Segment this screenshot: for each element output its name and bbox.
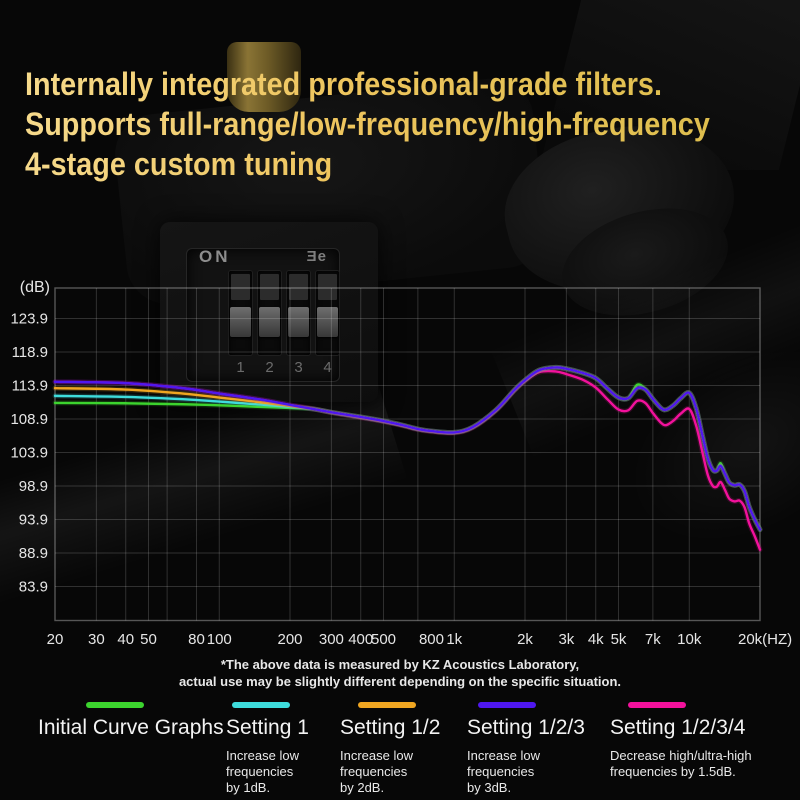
x-axis-tick-label: 80: [188, 631, 205, 648]
dip-switch-4: [316, 271, 339, 355]
x-axis-tick-label: 7k: [645, 631, 661, 648]
legend-label: Setting 1/2/3: [467, 716, 585, 739]
title-line-3: 4-stage custom tuning: [25, 144, 710, 184]
title-line-2: Supports full-range/low-frequency/high-f…: [25, 106, 710, 142]
dip-switch-1: [229, 271, 252, 355]
series-line-Setting 1/2/3/4: [53, 369, 762, 551]
legend-label: Setting 1: [226, 716, 309, 739]
page-title: Internally integrated professional-grade…: [25, 64, 786, 184]
dip-switch-number: 2: [265, 359, 274, 376]
brand-logo: Ǝe: [306, 248, 327, 265]
legend-color-bar: [358, 702, 416, 708]
dip-switch-number: 3: [294, 359, 303, 376]
dip-switch-housing: ON Ǝe 1 2 3 4: [160, 222, 378, 402]
x-axis-tick-label: 400: [348, 631, 373, 648]
legend-label: Setting 1/2: [340, 716, 441, 739]
ear-cushion-lobe: [549, 190, 741, 334]
x-axis-tick-label: 4k: [588, 631, 604, 648]
y-axis-unit-label: (dB): [20, 279, 50, 296]
legend-label: Initial Curve Graphs: [38, 716, 224, 739]
dip-switch-cap: [231, 274, 250, 300]
legend-item: Setting 1 Increase low frequencies by 1dB…: [226, 695, 309, 796]
y-axis-tick-label: 98.9: [19, 478, 48, 495]
legend-description: Increase low frequencies by 2dB.: [340, 748, 413, 795]
footnote-line-2: actual use may be slightly different dep…: [178, 674, 622, 689]
light-sweep: [489, 220, 800, 460]
x-axis-tick-label: 20: [47, 631, 64, 648]
y-axis-tick-label: 118.9: [12, 344, 48, 361]
legend-item: Initial Curve Graphs: [38, 695, 224, 740]
x-axis-tick-label: 100: [207, 631, 232, 648]
legend-color-bar: [232, 702, 290, 708]
dip-switch-cap: [260, 274, 279, 300]
x-axis-tick-label: 2k: [517, 631, 533, 648]
legend-description: Increase low frequencies by 3dB.: [467, 748, 540, 795]
dip-switch-handle: [317, 307, 338, 337]
dip-switch-cap: [289, 274, 308, 300]
y-axis-tick-label: 83.9: [19, 579, 48, 596]
y-axis-tick-label: 113.9: [12, 378, 48, 395]
legend-item: Setting 1/2/3/4 Decrease high/ultra-high …: [610, 695, 752, 780]
series-glow-Setting 1/2/3/4: [52, 368, 763, 553]
legend-color-bar: [478, 702, 536, 708]
title-line-1: Internally integrated professional-grade…: [25, 64, 710, 104]
light-sweep: [0, 365, 408, 615]
dip-on-label: ON: [199, 247, 231, 266]
dip-switch-handle: [259, 307, 280, 337]
dip-switch-cap: [318, 274, 337, 300]
x-axis-tick-label: 800: [419, 631, 444, 648]
y-axis-tick-label: 93.9: [19, 512, 48, 529]
light-sweep: [594, 306, 800, 584]
legend-color-bar: [86, 702, 144, 708]
x-axis-tick-label: 30: [88, 631, 105, 648]
legend-color-bar: [628, 702, 686, 708]
x-axis-tick-label: 300: [319, 631, 344, 648]
chart-footnote: *The above data is measured by KZ Acoust…: [0, 656, 800, 690]
legend-label: Setting 1/2/3/4: [610, 716, 746, 739]
legend-description: Decrease high/ultra-high frequencies by …: [610, 748, 752, 779]
legend-item: Setting 1/2/3 Increase low frequencies by…: [467, 695, 585, 796]
dip-switch-number: 1: [236, 359, 245, 376]
x-axis-tick-label: 1k: [446, 631, 462, 648]
y-axis-tick-label: 88.9: [19, 545, 48, 562]
x-axis-tick-label: 40: [117, 631, 134, 648]
dip-switch-number: 4: [323, 359, 332, 376]
legend-description: Increase low frequencies by 1dB.: [226, 748, 299, 795]
y-axis-tick-label: 103.9: [10, 445, 48, 462]
x-axis-tick-label: 10k: [677, 631, 702, 648]
y-axis-tick-label: 108.9: [10, 411, 48, 428]
footnote-line-1: *The above data is measured by KZ Acoust…: [220, 657, 580, 672]
x-axis-tick-label: 5k: [611, 631, 627, 648]
x-axis-tick-label: 200: [277, 631, 302, 648]
dip-switch-2: [258, 271, 281, 355]
x-axis-tick-label: 3k: [558, 631, 574, 648]
dip-switch-3: [287, 271, 310, 355]
x-axis-tick-label: 500: [371, 631, 396, 648]
x-axis-tick-label: 50: [140, 631, 157, 648]
dip-switch-panel: ON Ǝe 1 2 3 4: [186, 247, 340, 382]
chart-legend: Initial Curve Graphs Setting 1 Increase lo…: [0, 695, 800, 800]
x-axis-tick-label: 20k(HZ): [738, 631, 792, 648]
y-axis-tick-label: 123.9: [10, 311, 48, 328]
dip-switch-handle: [288, 307, 309, 337]
dip-switch-handle: [230, 307, 251, 337]
legend-item: Setting 1/2 Increase low frequencies by 2…: [340, 695, 440, 796]
